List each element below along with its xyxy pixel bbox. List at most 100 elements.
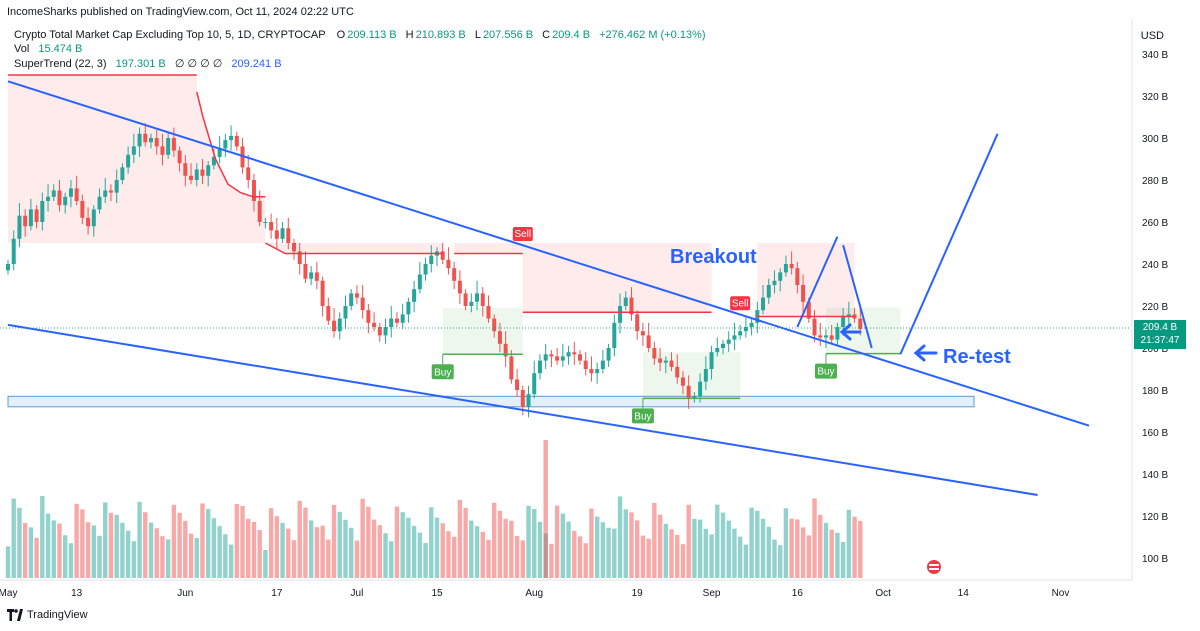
volume-bar xyxy=(469,520,474,578)
close-value: 209.4 B xyxy=(552,29,591,41)
candle-body xyxy=(183,163,188,176)
candle-body xyxy=(103,190,108,197)
candle-body xyxy=(297,251,302,264)
volume-bar xyxy=(17,507,22,578)
candle-body xyxy=(835,327,840,340)
candle-body xyxy=(566,352,571,357)
flag-icon[interactable] xyxy=(927,560,941,574)
candle-body xyxy=(251,180,256,201)
buy-badge[interactable] xyxy=(631,408,654,424)
support-zone xyxy=(7,395,975,408)
volume-bar xyxy=(120,522,125,578)
volume-bar xyxy=(800,527,806,578)
volume-bar xyxy=(40,496,45,578)
candle-body xyxy=(652,348,657,359)
open-label: O xyxy=(336,29,346,41)
trendline[interactable] xyxy=(7,80,1090,427)
low-value: 207.556 B xyxy=(482,29,534,41)
volume-bar xyxy=(423,543,428,578)
volume-bar xyxy=(720,512,726,578)
volume-bar xyxy=(806,535,811,578)
volume-bar xyxy=(303,507,308,578)
buy-label: Buy xyxy=(634,411,651,422)
volume-bar xyxy=(45,513,51,578)
buy-badge[interactable] xyxy=(814,363,837,379)
volume-bar xyxy=(812,498,817,578)
volume-bar xyxy=(675,535,680,578)
volume-bar xyxy=(697,519,703,578)
volume-bar xyxy=(497,510,503,578)
volume-bar xyxy=(417,532,423,578)
volume-bar xyxy=(451,536,457,578)
supertrend-down-line xyxy=(196,91,266,198)
volume-bar xyxy=(108,512,114,578)
candle-body xyxy=(234,135,239,147)
y-tick-label: 100 B xyxy=(1142,554,1168,565)
volume-value: 15.474 B xyxy=(38,43,83,55)
trendline[interactable] xyxy=(842,244,873,349)
candle-body xyxy=(841,316,846,327)
volume-bar xyxy=(823,522,829,578)
candle-body xyxy=(526,394,531,407)
candle-body xyxy=(171,138,176,151)
candle-body xyxy=(217,148,222,157)
candle-body xyxy=(51,190,56,197)
y-tick-label: 120 B xyxy=(1142,512,1168,523)
currency-label[interactable]: USD xyxy=(1140,30,1164,42)
y-tick-label: 160 B xyxy=(1142,428,1168,439)
volume-bar xyxy=(474,526,480,578)
volume-bar xyxy=(51,520,56,578)
volume-bar xyxy=(549,543,554,578)
candle-body xyxy=(343,306,348,319)
candle-body xyxy=(738,331,743,336)
buy-badge[interactable] xyxy=(431,364,454,380)
trendline[interactable] xyxy=(796,236,839,328)
candle-body xyxy=(583,360,588,369)
volume-bar xyxy=(594,516,600,578)
volume-bar xyxy=(389,541,394,578)
candle-body xyxy=(154,138,159,147)
volume-bar xyxy=(74,503,79,578)
volume-bar xyxy=(11,498,16,578)
candle-body xyxy=(686,385,691,399)
candle-body xyxy=(703,369,708,382)
volume-bar xyxy=(177,512,182,578)
volume-bar xyxy=(846,509,852,578)
candle-body xyxy=(818,335,823,338)
volume-bar xyxy=(554,505,560,578)
x-tick-label: 19 xyxy=(632,588,644,599)
volume-bar xyxy=(291,540,297,578)
volume-bar xyxy=(829,529,834,578)
trendline[interactable] xyxy=(899,133,999,355)
candle-body xyxy=(423,264,428,275)
symbol-legend[interactable]: Crypto Total Market Cap Excluding Top 10… xyxy=(14,29,708,41)
y-tick-label: 200 B xyxy=(1142,344,1168,355)
supertrend-legend[interactable]: SuperTrend (22, 3) 197.301 B ∅ ∅ ∅ ∅ 209… xyxy=(14,57,284,70)
volume-bar xyxy=(680,544,686,578)
candle-body xyxy=(772,280,777,285)
candle-body xyxy=(732,335,737,340)
volume-bar xyxy=(114,514,119,578)
x-tick-label: 17 xyxy=(271,588,283,599)
sell-badge[interactable] xyxy=(730,296,751,311)
volume-legend[interactable]: Vol 15.474 B xyxy=(14,43,84,55)
volume-bar xyxy=(635,520,640,578)
candle-body xyxy=(17,215,22,239)
volume-bar xyxy=(652,503,657,578)
support-zone-rect[interactable] xyxy=(7,395,975,408)
trendline[interactable] xyxy=(7,323,1038,496)
candle-body xyxy=(692,396,697,399)
time-axis[interactable]: May 13 Jun 17 Jul 15 Aug 19 Sep 16 Oct 14 Nov xyxy=(0,579,1132,599)
volume-bar xyxy=(125,530,131,578)
tradingview-footer[interactable]: TradingView xyxy=(7,609,88,621)
volume-bar xyxy=(326,539,331,578)
candle-body xyxy=(417,274,422,290)
candle-body xyxy=(532,373,537,395)
price-axis[interactable]: 340 B 320 B 300 B 280 B 260 B 240 B 220 B 200 B… xyxy=(1131,20,1168,580)
volume-bar xyxy=(617,496,623,578)
sell-badge[interactable] xyxy=(512,227,533,241)
candle-body xyxy=(97,196,102,210)
volume-bar xyxy=(183,520,188,578)
candle-body xyxy=(160,146,165,155)
